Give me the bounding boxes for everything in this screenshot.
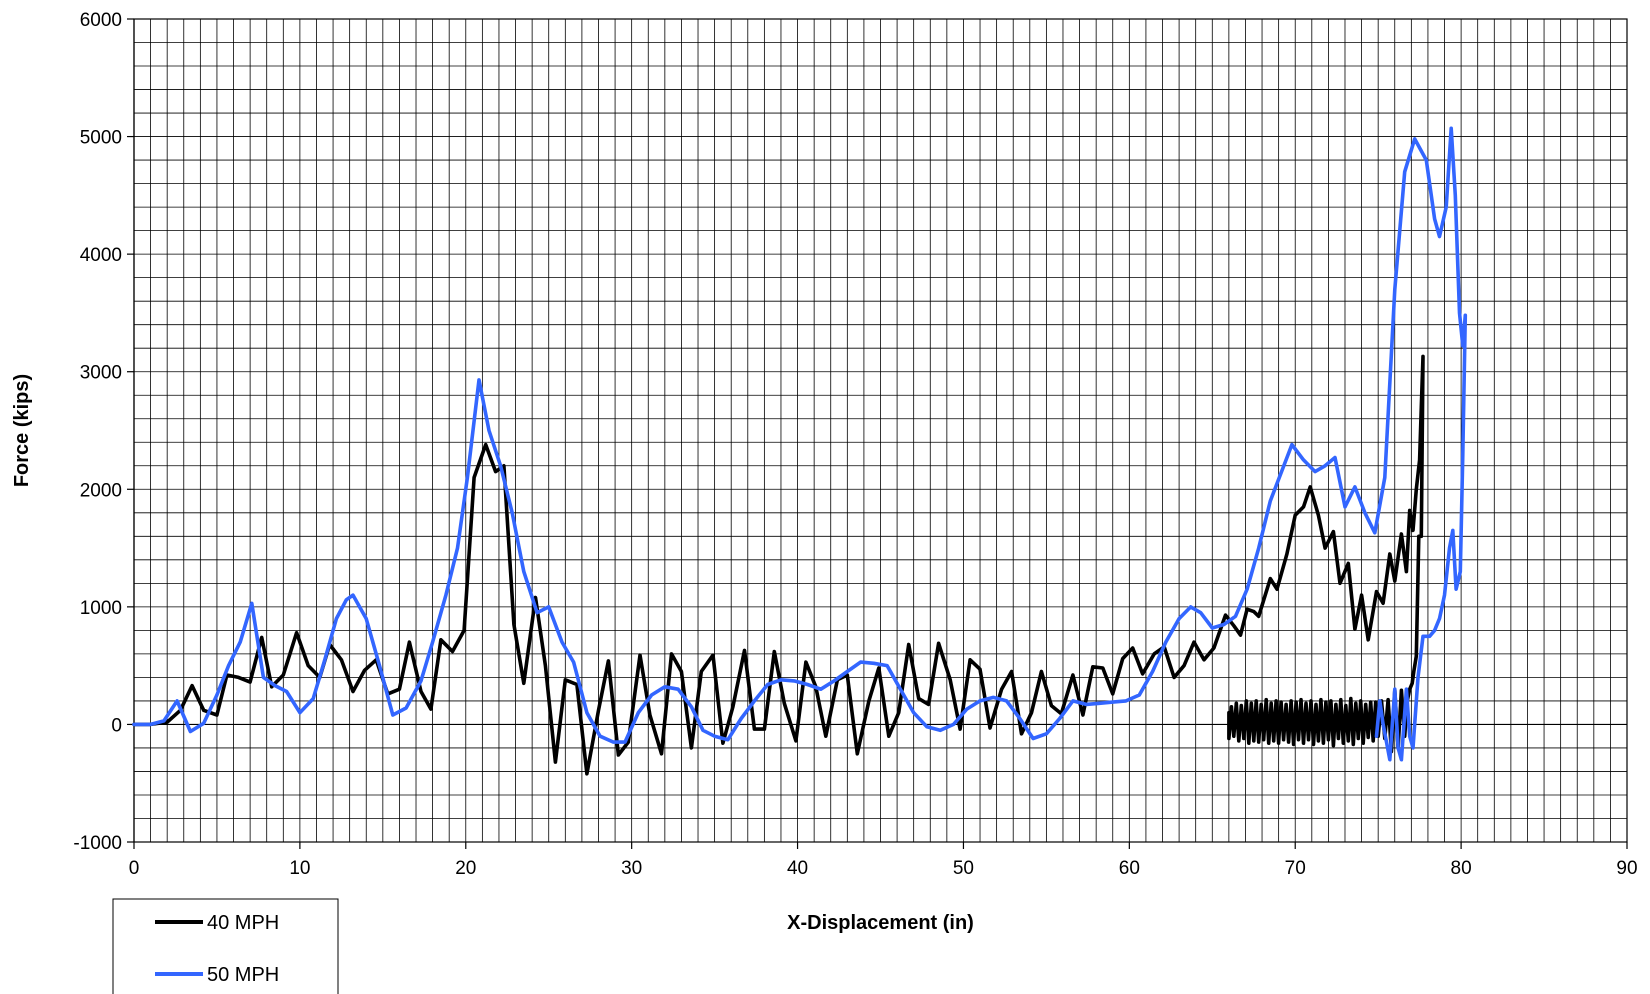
x-tick-label: 40: [787, 858, 808, 879]
y-tick-label: 3000: [80, 363, 122, 384]
x-tick-label: 60: [1119, 858, 1140, 879]
series-line-50mph: [132, 126, 1468, 762]
grid-minor: [133, 18, 1628, 843]
x-tick-label: 90: [1616, 858, 1637, 879]
tick-labels: -1000 0 1000 2000 3000 4000 5000 6000 0 10 20 30 40 5…: [73, 10, 1637, 879]
y-axis-title: Force (kips): [11, 374, 33, 487]
series-layer: [132, 126, 1468, 776]
x-tick-label: 20: [455, 858, 476, 879]
x-tick-label: 30: [621, 858, 642, 879]
x-tick-label: 50: [953, 858, 974, 879]
y-tick-label: 2000: [80, 480, 122, 501]
y-tick-label: 5000: [80, 128, 122, 149]
y-tick-label: -1000: [73, 833, 122, 854]
x-tick-label: 80: [1451, 858, 1472, 879]
legend-label-50mph: 50 MPH: [207, 964, 279, 986]
axes: [127, 18, 1628, 849]
y-tick-label: 1000: [80, 598, 122, 619]
x-tick-label: 70: [1285, 858, 1306, 879]
y-tick-label: 0: [111, 715, 122, 736]
y-tick-label: 6000: [80, 10, 122, 31]
x-tick-label: 10: [289, 858, 310, 879]
series-line-40mph: [132, 354, 1425, 776]
legend-box: [112, 898, 339, 994]
legend-label-40mph: 40 MPH: [207, 912, 279, 934]
x-tick-label: 0: [129, 858, 140, 879]
x-axis-title: X-Displacement (in): [787, 912, 974, 934]
legend: 40 MPH 50 MPH: [112, 898, 339, 994]
y-tick-label: 4000: [80, 245, 122, 266]
